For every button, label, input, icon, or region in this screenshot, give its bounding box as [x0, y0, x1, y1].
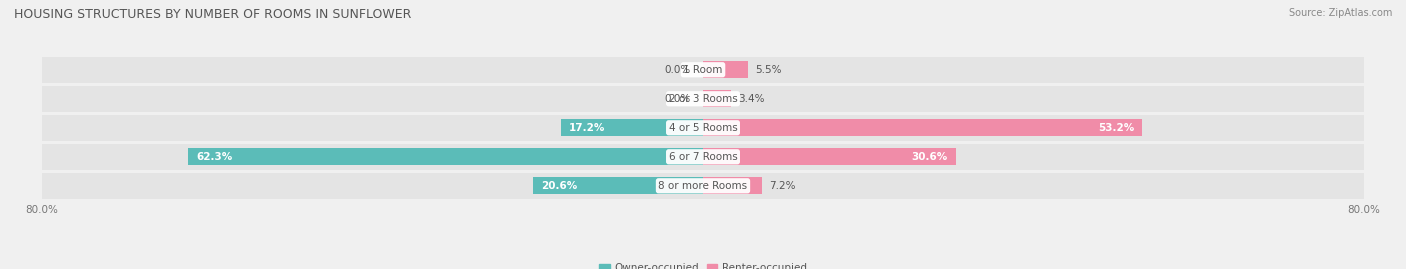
Text: 2 or 3 Rooms: 2 or 3 Rooms: [669, 94, 737, 104]
Text: 4 or 5 Rooms: 4 or 5 Rooms: [669, 123, 737, 133]
Bar: [561, 119, 703, 136]
Legend: Owner-occupied, Renter-occupied: Owner-occupied, Renter-occupied: [599, 263, 807, 269]
Bar: [703, 61, 748, 78]
Bar: [703, 177, 762, 194]
Text: 6 or 7 Rooms: 6 or 7 Rooms: [669, 152, 737, 162]
Text: 53.2%: 53.2%: [1098, 123, 1135, 133]
Bar: [42, 57, 1364, 83]
Text: 30.6%: 30.6%: [911, 152, 948, 162]
Bar: [42, 86, 1364, 112]
Bar: [42, 173, 1364, 199]
Text: 5.5%: 5.5%: [755, 65, 782, 75]
Bar: [703, 90, 731, 107]
Text: 62.3%: 62.3%: [197, 152, 233, 162]
Bar: [42, 144, 1364, 169]
Text: 7.2%: 7.2%: [769, 181, 796, 191]
Text: 17.2%: 17.2%: [569, 123, 606, 133]
Text: 20.6%: 20.6%: [541, 181, 578, 191]
Text: 0.0%: 0.0%: [665, 94, 690, 104]
Text: 0.0%: 0.0%: [665, 65, 690, 75]
Text: 1 Room: 1 Room: [683, 65, 723, 75]
Bar: [703, 119, 1143, 136]
Text: Source: ZipAtlas.com: Source: ZipAtlas.com: [1288, 8, 1392, 18]
Bar: [703, 148, 956, 165]
Text: HOUSING STRUCTURES BY NUMBER OF ROOMS IN SUNFLOWER: HOUSING STRUCTURES BY NUMBER OF ROOMS IN…: [14, 8, 412, 21]
Bar: [188, 148, 703, 165]
Text: 8 or more Rooms: 8 or more Rooms: [658, 181, 748, 191]
Bar: [42, 115, 1364, 140]
Text: 3.4%: 3.4%: [738, 94, 765, 104]
Bar: [533, 177, 703, 194]
